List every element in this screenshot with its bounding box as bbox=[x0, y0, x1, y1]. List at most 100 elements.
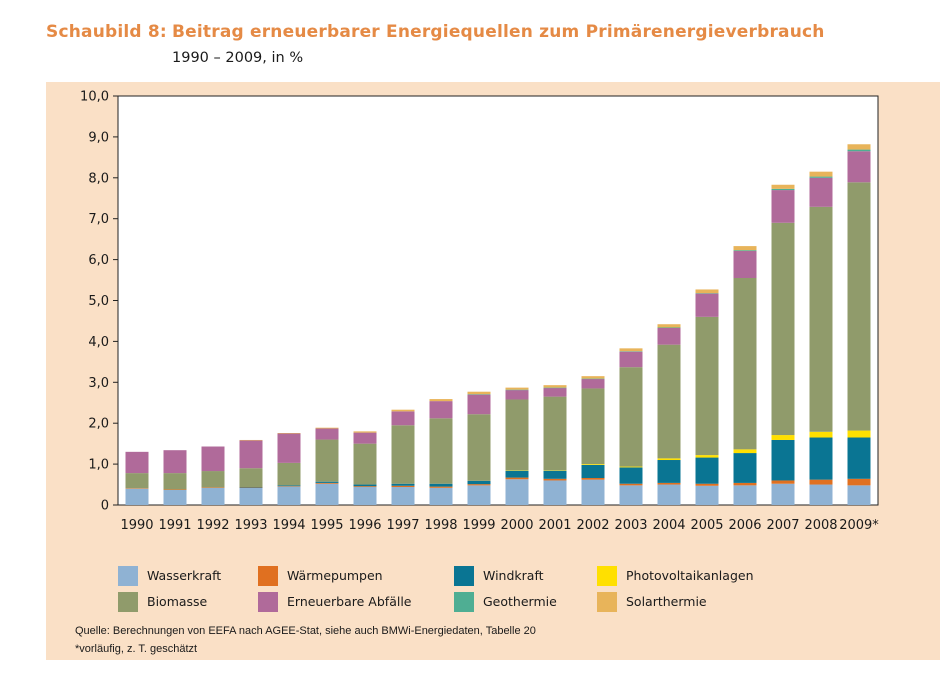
bar-segment bbox=[201, 487, 225, 505]
y-tick-label: 10,0 bbox=[80, 90, 109, 105]
legend-label: Biomasse bbox=[147, 594, 208, 609]
bar-segment bbox=[581, 464, 605, 479]
y-tick-label: 5,0 bbox=[88, 294, 109, 309]
bar-segment bbox=[619, 367, 643, 467]
bar-segment bbox=[277, 433, 301, 463]
bar-segment bbox=[543, 387, 567, 389]
x-tick-label: 2002 bbox=[576, 518, 609, 533]
bar-segment bbox=[239, 439, 263, 441]
legend-label: Solarthermie bbox=[626, 594, 707, 609]
x-tick-label: 1999 bbox=[462, 518, 495, 533]
legend-swatch bbox=[454, 591, 474, 612]
bar-segment bbox=[695, 316, 719, 456]
bar-segment bbox=[809, 479, 833, 485]
plot-area bbox=[117, 95, 879, 506]
bar-segment bbox=[315, 427, 339, 429]
chart-title: Beitrag erneuerbarer Energiequellen zum … bbox=[172, 22, 825, 42]
source-line: Quelle: Berechnungen von EEFA nach AGEE-… bbox=[75, 625, 536, 637]
bar-segment bbox=[277, 486, 301, 487]
bar-segment bbox=[771, 483, 795, 505]
bar-segment bbox=[619, 351, 643, 352]
bar-segment bbox=[771, 480, 795, 484]
bar-segment bbox=[771, 190, 795, 223]
legend-swatch bbox=[118, 565, 138, 586]
bar-segment bbox=[847, 144, 871, 150]
bar-segment bbox=[619, 466, 643, 468]
bar-segment bbox=[467, 394, 491, 395]
x-tick-label: 1997 bbox=[386, 518, 419, 533]
bar-segment bbox=[125, 473, 149, 489]
x-tick-label: 2008 bbox=[804, 518, 837, 533]
bar-segment bbox=[315, 428, 339, 440]
bar-segment bbox=[619, 483, 643, 486]
bar-segment bbox=[467, 485, 491, 505]
legend-swatch bbox=[597, 565, 617, 586]
bar-segment bbox=[163, 489, 187, 490]
legend-label: Geothermie bbox=[483, 594, 557, 609]
legend-item: Geothermie bbox=[454, 591, 597, 612]
figure-label: Schaubild 8: bbox=[46, 22, 167, 42]
bar-segment bbox=[657, 327, 681, 345]
x-tick-label: 1995 bbox=[310, 518, 343, 533]
y-tick-label: 4,0 bbox=[88, 335, 109, 350]
bar-segment bbox=[733, 278, 757, 450]
x-tick-label: 2000 bbox=[500, 518, 533, 533]
bar-segment bbox=[163, 450, 187, 474]
bar-segment bbox=[695, 455, 719, 458]
x-tick-label: 1991 bbox=[158, 518, 191, 533]
bar-segment bbox=[505, 479, 529, 505]
x-tick-label: 2004 bbox=[652, 518, 685, 533]
bar-segment bbox=[771, 222, 795, 436]
bar-segment bbox=[125, 488, 149, 505]
footnote-line: *vorläufig, z. T. geschätzt bbox=[75, 643, 198, 655]
bar-segment bbox=[581, 479, 605, 505]
bar-segment bbox=[391, 487, 415, 505]
y-tick-label: 1,0 bbox=[88, 458, 109, 473]
bar-segment bbox=[695, 485, 719, 505]
legend-swatch bbox=[454, 565, 474, 586]
legend-item: Solarthermie bbox=[597, 591, 797, 612]
bar-segment bbox=[429, 486, 453, 488]
bar-segment bbox=[353, 487, 377, 505]
bar-segment bbox=[619, 467, 643, 484]
bar-segment bbox=[505, 477, 529, 480]
bar-segment bbox=[733, 453, 757, 483]
x-tick-label: 2006 bbox=[728, 518, 761, 533]
bar-segment bbox=[847, 478, 871, 486]
bar-segment bbox=[315, 482, 339, 484]
chart-subtitle: 1990 – 2009, in % bbox=[172, 50, 304, 66]
bar-segment bbox=[277, 433, 301, 434]
bar-segment bbox=[543, 478, 567, 481]
bar-segment bbox=[201, 487, 225, 488]
y-tick-label: 8,0 bbox=[88, 171, 109, 186]
bar-segment bbox=[809, 171, 833, 177]
bar-segment bbox=[505, 470, 529, 478]
x-tick-label: 1990 bbox=[120, 518, 153, 533]
y-tick-label: 7,0 bbox=[88, 212, 109, 227]
y-tick-label: 3,0 bbox=[88, 376, 109, 391]
bar-segment bbox=[125, 488, 149, 489]
bar-segment bbox=[201, 446, 225, 472]
bar-segment bbox=[429, 401, 453, 419]
bar-segment bbox=[429, 418, 453, 484]
bar-segment bbox=[315, 483, 339, 505]
bar-segment bbox=[619, 351, 643, 368]
bar-segment bbox=[353, 431, 377, 433]
bar-segment bbox=[695, 457, 719, 484]
x-tick-label: 1998 bbox=[424, 518, 457, 533]
bar-segment bbox=[505, 470, 529, 471]
bar-segment bbox=[619, 485, 643, 505]
bar-segment bbox=[657, 327, 681, 328]
x-tick-label: 1993 bbox=[234, 518, 267, 533]
bar-segment bbox=[163, 473, 187, 490]
bar-segment bbox=[809, 437, 833, 480]
bar-segment bbox=[695, 289, 719, 294]
bar-segment bbox=[809, 431, 833, 438]
bar-segment bbox=[429, 483, 453, 487]
bar-segment bbox=[809, 176, 833, 178]
bar-segment bbox=[467, 414, 491, 481]
bar-segment bbox=[391, 411, 415, 426]
bar-segment bbox=[847, 182, 871, 431]
bar-segment bbox=[239, 487, 263, 505]
bar-segment bbox=[543, 396, 567, 471]
